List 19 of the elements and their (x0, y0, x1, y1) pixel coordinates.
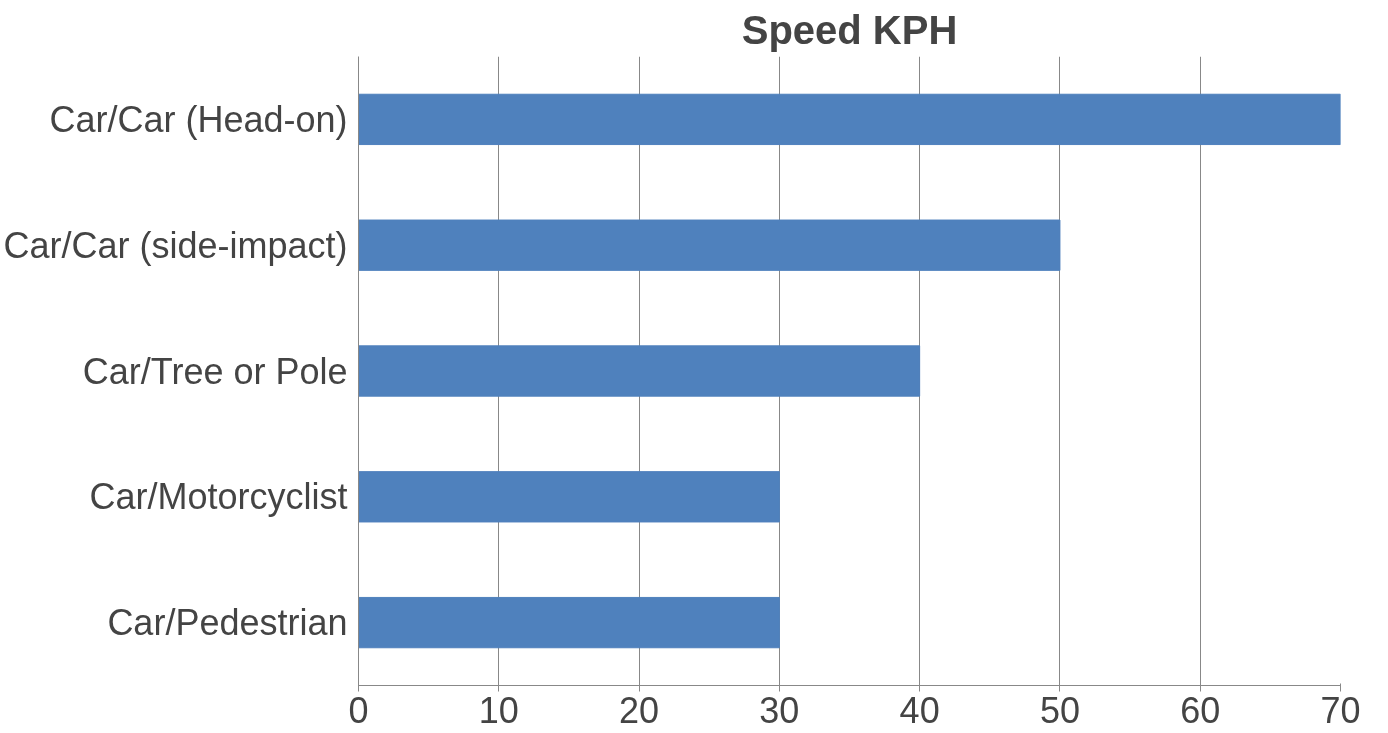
y-tick-label: Car/Motorcyclist (89, 476, 348, 518)
bar (358, 345, 921, 397)
x-tick-label: 20 (619, 689, 660, 731)
y-tick-label: Car/Pedestrian (107, 602, 348, 644)
bar (358, 219, 1061, 271)
x-tick-label: 30 (759, 689, 800, 731)
bar (358, 471, 780, 523)
bar (358, 93, 1341, 146)
chart-title: Speed KPH (741, 7, 958, 52)
x-tick-label: 40 (899, 689, 940, 731)
x-tick-label: 50 (1039, 689, 1080, 731)
y-tick-label: Car/Car (side-impact) (3, 224, 348, 266)
bar (358, 596, 780, 649)
x-tick-label: 70 (1320, 689, 1361, 731)
y-tick-label: Car/Car (Head-on) (49, 98, 348, 140)
x-tick-label: 0 (348, 689, 369, 731)
y-tick-label: Car/Tree or Pole (82, 350, 348, 392)
x-tick-label: 10 (478, 689, 519, 731)
x-tick-label: 60 (1180, 689, 1221, 731)
